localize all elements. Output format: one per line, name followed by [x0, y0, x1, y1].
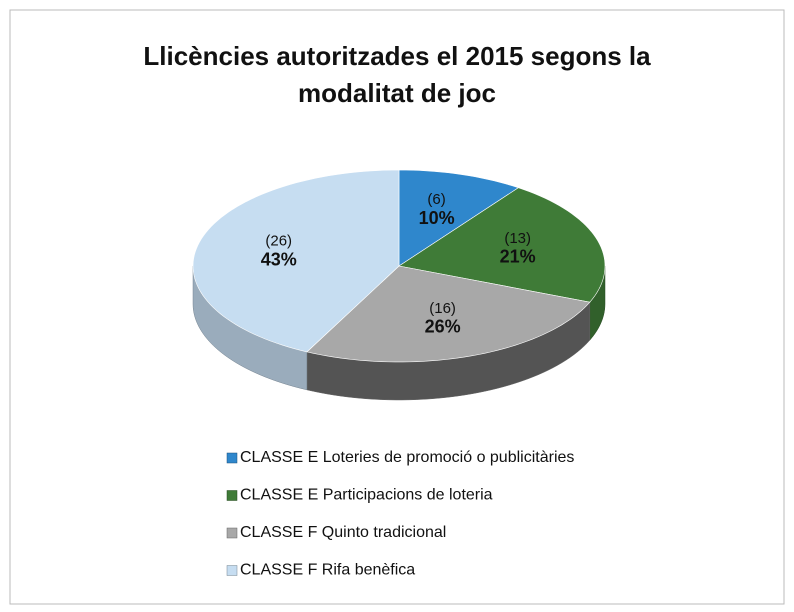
value-label: (26): [265, 233, 292, 250]
legend-swatch: [226, 527, 238, 539]
legend-label: CLASSE E Participacions de loteria: [240, 487, 493, 504]
pie-slice: [192, 169, 400, 353]
pie-slice: [306, 265, 591, 363]
legend-swatch: [226, 565, 238, 576]
chart-title: Llicències autoritzades el 2015 segons l…: [143, 41, 651, 108]
legend-label: CLASSE E Loteries de promoció o publicit…: [240, 449, 574, 466]
legend-label: CLASSE F Rifa benèfica: [240, 562, 415, 579]
value-label: (6): [427, 191, 445, 208]
value-label: (16): [429, 300, 456, 317]
legend-swatch: [226, 452, 238, 464]
value-label: (13): [504, 230, 531, 247]
legend-swatch: [226, 490, 238, 501]
legend-label: CLASSE F Quinto tradicional: [240, 524, 446, 541]
percentage-label: 10%: [419, 208, 455, 228]
percentage-label: 26%: [425, 317, 461, 337]
percentage-label: 21%: [500, 247, 536, 267]
pie-slice: [398, 169, 520, 267]
pie-slice: [398, 187, 606, 303]
percentage-label: 43%: [261, 250, 297, 270]
